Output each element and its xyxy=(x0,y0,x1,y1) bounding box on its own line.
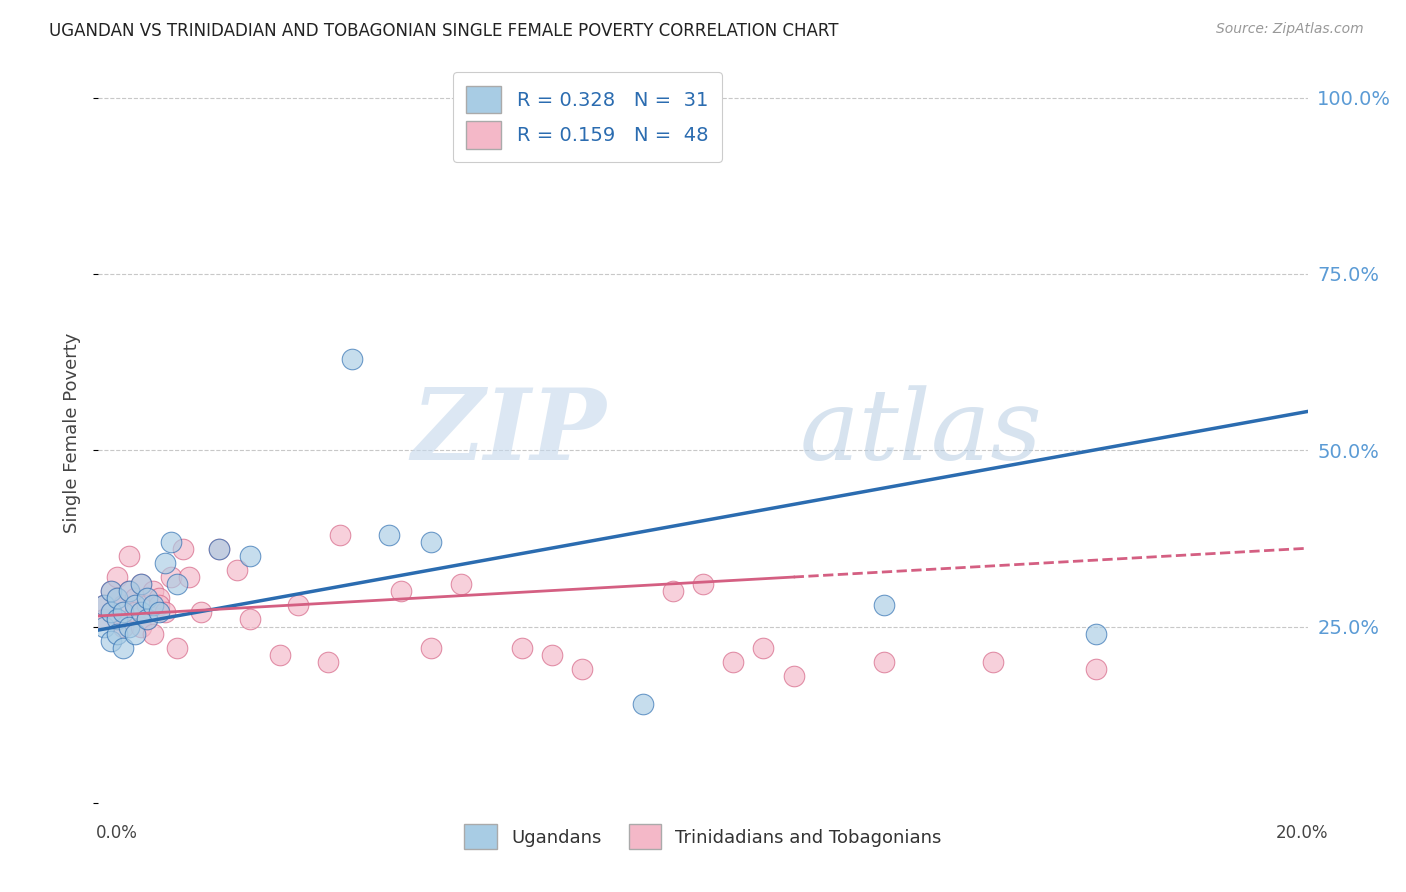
Point xyxy=(135,612,157,626)
Point xyxy=(118,584,141,599)
Point xyxy=(129,577,152,591)
Point xyxy=(135,599,157,613)
Point xyxy=(105,591,128,606)
Point xyxy=(129,619,152,633)
Point xyxy=(100,606,122,620)
Point xyxy=(93,612,115,626)
Point xyxy=(142,584,165,599)
Point xyxy=(111,640,134,655)
Point xyxy=(100,584,122,599)
Point xyxy=(208,541,231,556)
Text: UGANDAN VS TRINIDADIAN AND TOBAGONIAN SINGLE FEMALE POVERTY CORRELATION CHART: UGANDAN VS TRINIDADIAN AND TOBAGONIAN SI… xyxy=(49,22,839,40)
Text: 20.0%: 20.0% xyxy=(1277,824,1329,842)
Point xyxy=(100,606,122,620)
Point xyxy=(93,599,115,613)
Point xyxy=(752,640,775,655)
Point xyxy=(124,599,146,613)
Point xyxy=(377,528,399,542)
Point xyxy=(226,563,249,577)
Y-axis label: Single Female Poverty: Single Female Poverty xyxy=(63,333,82,533)
Point xyxy=(93,619,115,633)
Point xyxy=(105,612,128,626)
Point xyxy=(124,606,146,620)
Text: atlas: atlas xyxy=(800,385,1042,480)
Point xyxy=(873,655,896,669)
Point xyxy=(111,619,134,633)
Point xyxy=(239,612,262,626)
Point xyxy=(172,541,194,556)
Point xyxy=(100,633,122,648)
Point xyxy=(129,606,152,620)
Point xyxy=(124,626,146,640)
Text: Source: ZipAtlas.com: Source: ZipAtlas.com xyxy=(1216,22,1364,37)
Point xyxy=(661,584,683,599)
Point xyxy=(124,591,146,606)
Point xyxy=(111,606,134,620)
Point xyxy=(135,612,157,626)
Point xyxy=(93,599,115,613)
Point xyxy=(723,655,745,669)
Point xyxy=(118,584,141,599)
Point xyxy=(100,584,122,599)
Point xyxy=(118,549,141,563)
Point xyxy=(142,599,165,613)
Point xyxy=(105,570,128,584)
Point xyxy=(329,528,352,542)
Point xyxy=(148,591,170,606)
Point xyxy=(166,577,188,591)
Point xyxy=(631,697,654,711)
Point xyxy=(269,648,291,662)
Point xyxy=(129,577,152,591)
Point xyxy=(153,556,176,570)
Point xyxy=(420,640,443,655)
Point xyxy=(389,584,412,599)
Point xyxy=(316,655,339,669)
Point xyxy=(111,599,134,613)
Point xyxy=(105,626,128,640)
Point xyxy=(160,535,183,549)
Point xyxy=(342,351,364,366)
Point xyxy=(450,577,472,591)
Point xyxy=(105,591,128,606)
Point xyxy=(783,669,806,683)
Text: ZIP: ZIP xyxy=(412,384,606,481)
Point xyxy=(692,577,714,591)
Point xyxy=(540,648,562,662)
Point xyxy=(160,570,183,584)
Point xyxy=(118,619,141,633)
Point xyxy=(239,549,262,563)
Legend: Ugandans, Trinidadians and Tobagonians: Ugandans, Trinidadians and Tobagonians xyxy=(457,817,949,856)
Point xyxy=(571,662,593,676)
Point xyxy=(153,606,176,620)
Point xyxy=(1085,626,1108,640)
Point xyxy=(179,570,201,584)
Point xyxy=(1085,662,1108,676)
Point xyxy=(105,612,128,626)
Point xyxy=(135,591,157,606)
Point xyxy=(190,606,212,620)
Point xyxy=(142,626,165,640)
Point xyxy=(148,599,170,613)
Point xyxy=(208,541,231,556)
Point xyxy=(166,640,188,655)
Point xyxy=(510,640,533,655)
Text: 0.0%: 0.0% xyxy=(96,824,138,842)
Point xyxy=(420,535,443,549)
Point xyxy=(873,599,896,613)
Point xyxy=(287,599,309,613)
Point xyxy=(148,606,170,620)
Point xyxy=(981,655,1004,669)
